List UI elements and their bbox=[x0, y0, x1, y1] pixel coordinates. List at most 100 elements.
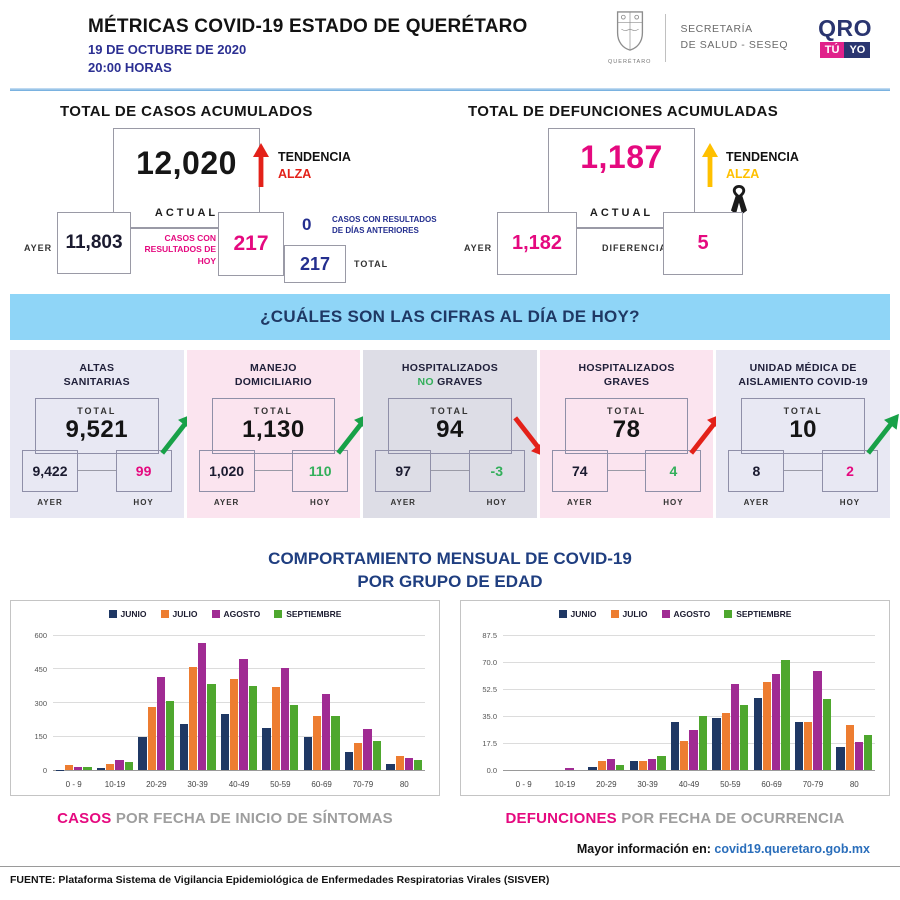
category-label: 10-19 bbox=[554, 780, 576, 789]
charts-section-title: COMPORTAMIENTO MENSUAL DE COVID-19 POR G… bbox=[268, 549, 632, 591]
bar bbox=[836, 746, 845, 770]
y-tick-label: 87.5 bbox=[482, 631, 497, 640]
bar-group bbox=[710, 635, 751, 770]
flow-connector bbox=[78, 470, 116, 471]
bar bbox=[730, 683, 740, 770]
legend-label: JUNIO bbox=[570, 609, 597, 619]
cases-chart-caption: CASOS POR FECHA DE INICIO DE SÍNTOMAS bbox=[10, 810, 440, 827]
card-ayer-box: 9,422 bbox=[22, 450, 78, 492]
card-hoy-label: HOY bbox=[486, 498, 507, 507]
x-axis-labels: 0 - 9 10-19 20-29 30-39 40-49 50-59 60-69 70-79… bbox=[503, 780, 875, 789]
footer-divider bbox=[0, 866, 900, 867]
deaths-section-title: TOTAL DE DEFUNCIONES ACUMULADAS bbox=[468, 103, 779, 120]
bar bbox=[845, 725, 854, 770]
cases-today-value: 217 bbox=[233, 232, 269, 255]
metric-card-2: MANEJO DOMICILIARIO TOTAL 1,130 1,020 110 AYER… bbox=[186, 350, 370, 518]
metric-card-3: HOSPITALIZADOS NO GRAVES TOTAL 94 97 -3 AYER HO… bbox=[363, 350, 546, 518]
category-label: 70-79 bbox=[802, 780, 824, 789]
legend-label: JULIO bbox=[172, 609, 198, 619]
card-title: MANEJO DOMICILIARIO bbox=[187, 361, 361, 389]
category-label: 80 bbox=[399, 780, 409, 789]
category-label: 60-69 bbox=[761, 780, 782, 789]
qro-logo-text: QRO bbox=[818, 15, 872, 41]
covid-site-link[interactable]: covid19.queretaro.gob.mx bbox=[714, 842, 870, 856]
card-hoy-label: HOY bbox=[133, 498, 154, 507]
bar bbox=[395, 756, 404, 770]
category-label: 70-79 bbox=[352, 780, 374, 789]
bar bbox=[262, 727, 271, 770]
bar-group bbox=[301, 635, 342, 770]
card-total-label: TOTAL bbox=[430, 406, 470, 416]
bar bbox=[616, 765, 625, 770]
deaths-by-age-chart: JUNIO JULIO AGOSTO SEPTIEMBRE 0.0 17.5 35.0 52.… bbox=[460, 600, 890, 796]
bar bbox=[147, 707, 156, 770]
metric-cards-row: ALTAS SANITARIAS TOTAL 9,521 9,422 99 AYER HOY M… bbox=[10, 350, 899, 518]
card-total-value: 1,130 bbox=[242, 416, 305, 443]
bar-group bbox=[503, 635, 544, 770]
bar-group bbox=[834, 635, 875, 770]
bar bbox=[207, 684, 216, 770]
deaths-trend-label: TENDENCIA bbox=[726, 150, 799, 164]
card-title-accent: NO bbox=[417, 376, 434, 389]
card-ayer-label: AYER bbox=[390, 498, 416, 507]
legend-swatch bbox=[108, 610, 117, 618]
category-label: 50-59 bbox=[720, 780, 741, 789]
bar bbox=[188, 666, 198, 770]
bar bbox=[781, 660, 790, 770]
bar bbox=[198, 642, 207, 770]
deaths-ayer-label: AYER bbox=[464, 243, 493, 253]
card-title-line: HOSPITALIZADOS bbox=[401, 362, 499, 374]
y-tick-label: 150 bbox=[34, 732, 47, 742]
gridline bbox=[503, 661, 875, 663]
bar-groups bbox=[53, 635, 425, 770]
legend-label: AGOSTO bbox=[223, 609, 261, 619]
tu-badge: TÚ bbox=[819, 42, 845, 58]
legend-item: JUNIO bbox=[108, 609, 147, 619]
gridline bbox=[53, 735, 425, 737]
legend-label: AGOSTO bbox=[673, 609, 711, 619]
metric-card-5: UNIDAD MÉDICA DE AISLAMIENTO COVID-19 TOTA… bbox=[716, 350, 899, 518]
gridline bbox=[53, 668, 425, 670]
bar bbox=[115, 760, 124, 770]
bar bbox=[864, 734, 873, 770]
bar bbox=[606, 759, 616, 770]
bar bbox=[230, 678, 239, 770]
bar-group bbox=[668, 635, 709, 770]
legend-item: JUNIO bbox=[558, 609, 597, 619]
logo-divider bbox=[665, 13, 667, 62]
cases-previous-value: 0 bbox=[302, 215, 312, 234]
bar bbox=[657, 756, 666, 770]
legend-swatch bbox=[274, 610, 283, 618]
deaths-summary-section: TOTAL DE DEFUNCIONES ACUMULADAS 1,187 AC… bbox=[450, 95, 890, 291]
bar bbox=[721, 712, 730, 770]
card-title-line: MANEJO bbox=[250, 362, 297, 374]
trend-up-arrow-icon bbox=[702, 143, 718, 192]
bar bbox=[124, 761, 134, 770]
bar bbox=[680, 740, 689, 770]
bar bbox=[166, 701, 175, 770]
card-hoy-box: 4 bbox=[645, 450, 702, 492]
category-label: 20-29 bbox=[146, 780, 167, 789]
bar bbox=[344, 752, 354, 770]
bar bbox=[354, 743, 363, 770]
legend-item: JULIO bbox=[160, 609, 198, 619]
bar bbox=[386, 763, 395, 770]
bar bbox=[648, 759, 657, 770]
card-ayer-label: AYER bbox=[743, 498, 770, 507]
deaths-chart-caption: DEFUNCIONES POR FECHA DE OCURRENCIA bbox=[460, 810, 890, 827]
card-title: ALTAS SANITARIAS bbox=[10, 361, 184, 389]
card-total-value: 10 bbox=[789, 416, 818, 443]
report-time: 20:00 HORAS bbox=[88, 60, 172, 75]
bar bbox=[106, 764, 115, 770]
caption-accent: DEFUNCIONES bbox=[505, 810, 617, 827]
bar bbox=[629, 760, 638, 770]
legend-label: JULIO bbox=[622, 609, 648, 619]
bar bbox=[712, 717, 721, 770]
card-ayer-box: 8 bbox=[728, 450, 785, 492]
header-logos: QUERÉTARO SECRETARÍA DE SALUD - SESEQ QR… bbox=[608, 10, 872, 65]
card-ayer-label: AYER bbox=[567, 498, 593, 507]
card-total-value: 9,521 bbox=[65, 416, 129, 443]
category-label: 0 - 9 bbox=[515, 780, 532, 789]
bar bbox=[179, 724, 188, 770]
card-total-box: TOTAL 94 bbox=[388, 398, 512, 454]
